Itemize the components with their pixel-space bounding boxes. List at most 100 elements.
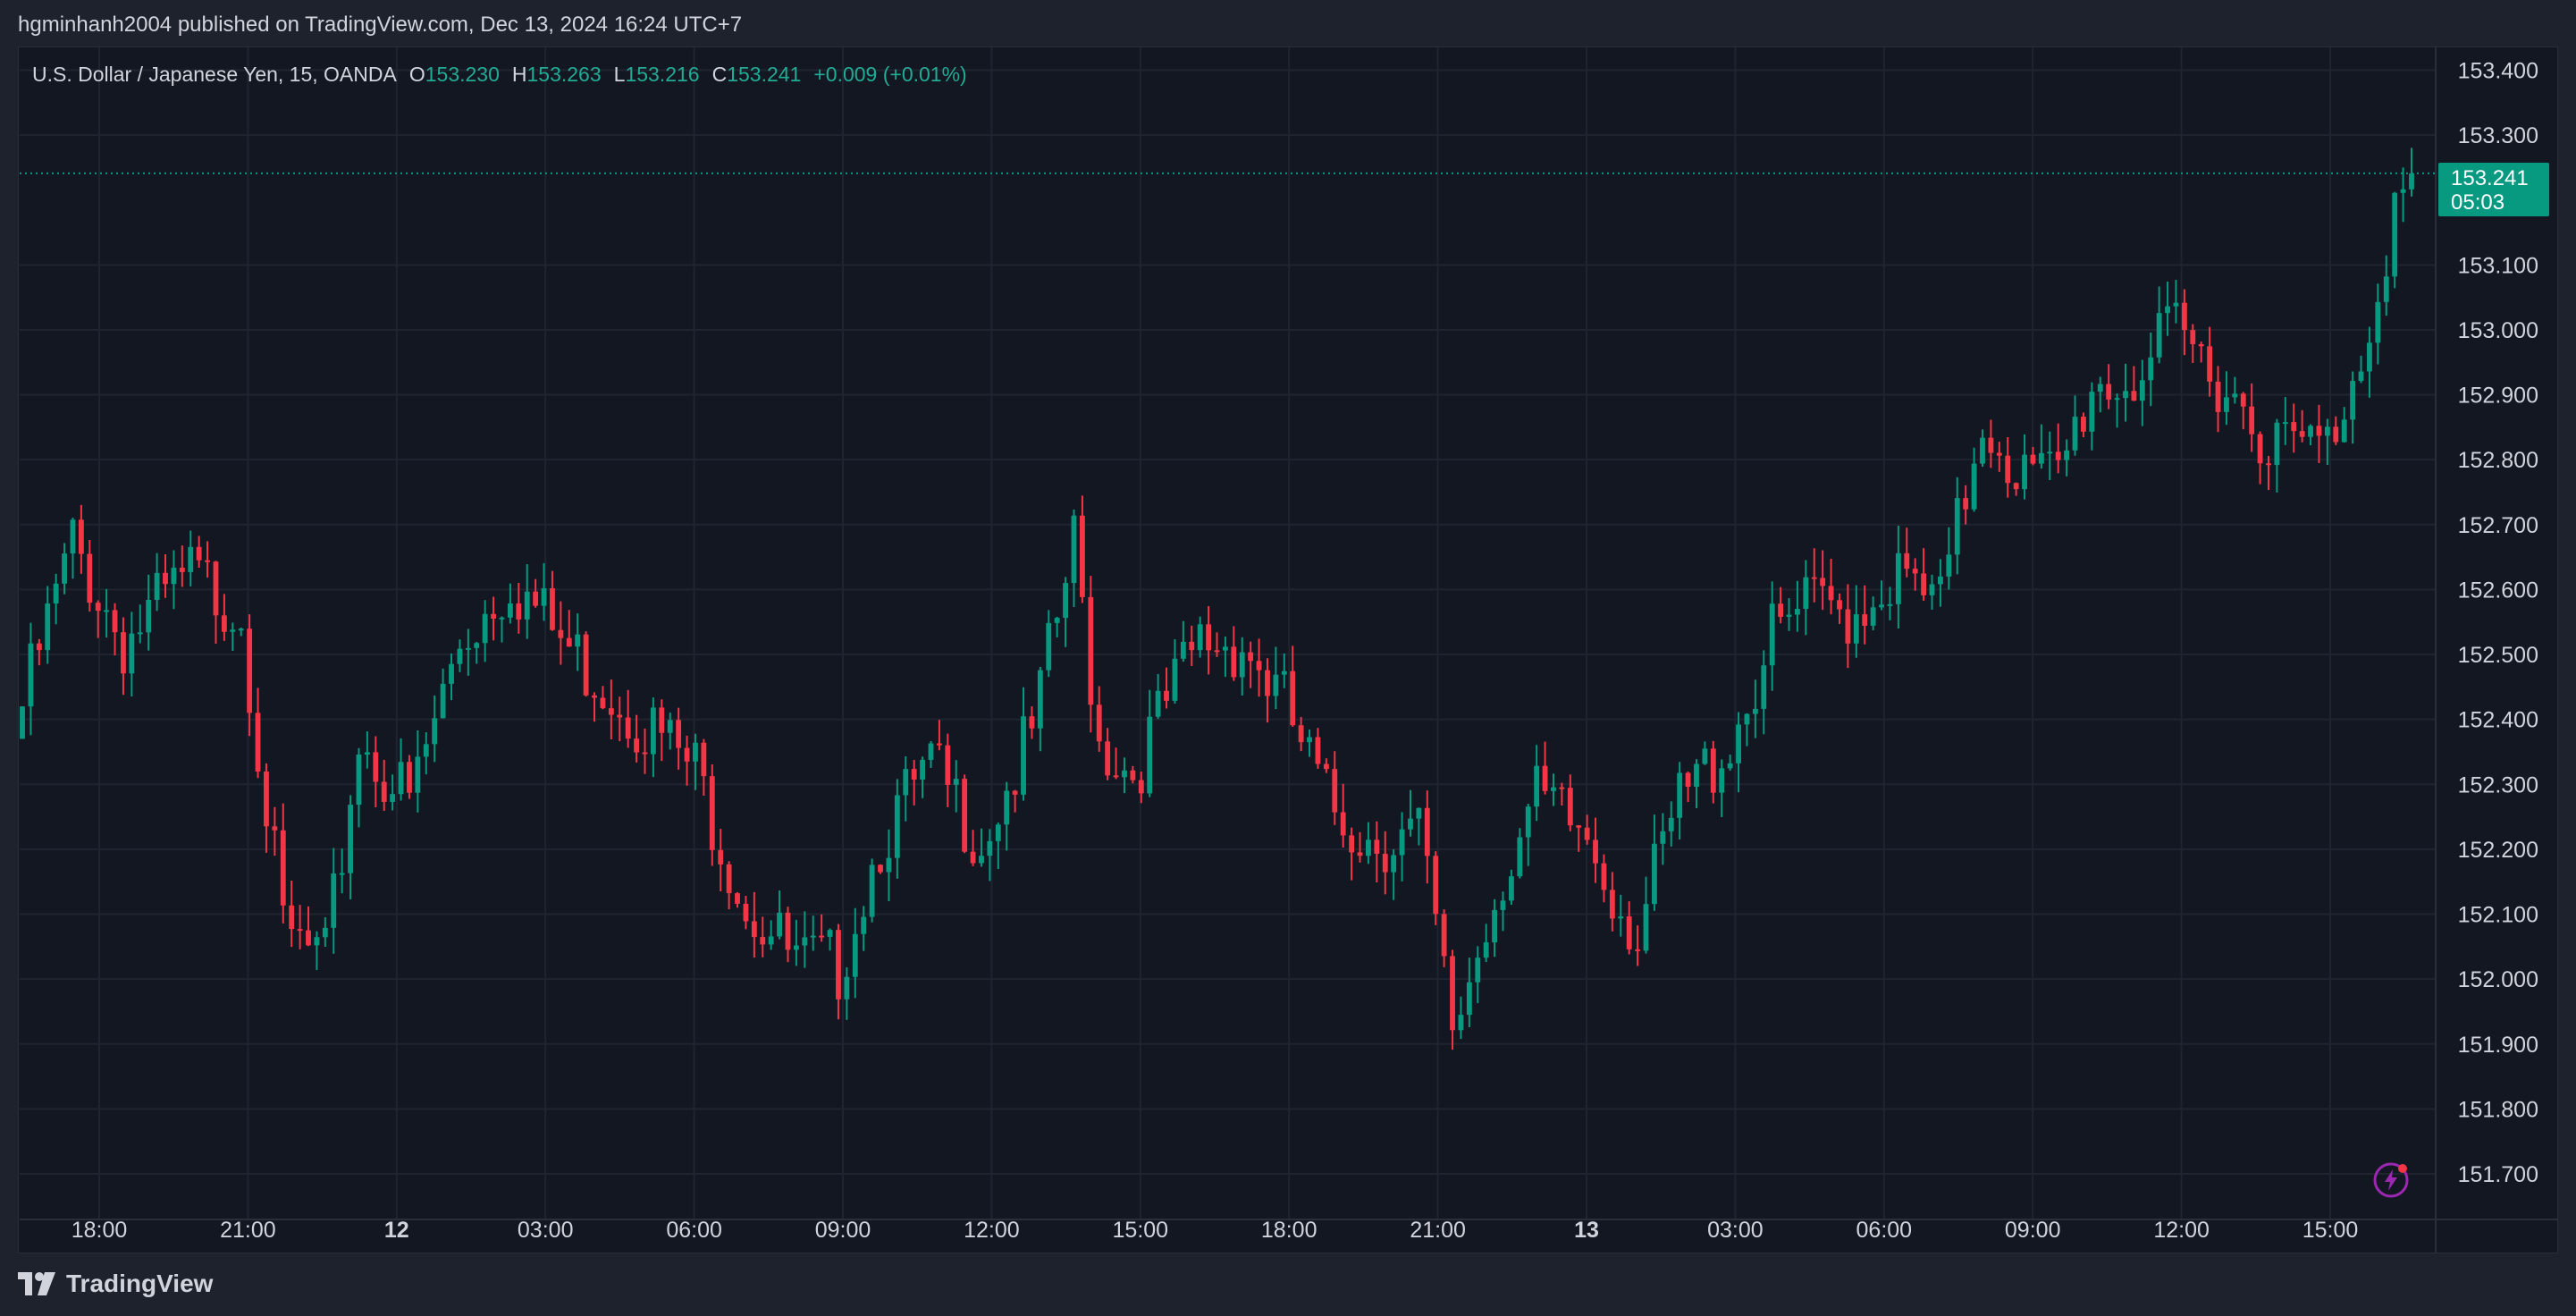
candle-body[interactable] (2308, 426, 2313, 437)
candle-body[interactable] (62, 553, 67, 584)
candle-body[interactable] (1727, 763, 1733, 769)
candle-body[interactable] (1895, 553, 1901, 604)
candle-body[interactable] (507, 603, 513, 618)
candle-body[interactable] (1197, 624, 1203, 651)
candle-body[interactable] (1786, 614, 1792, 617)
candle-body[interactable] (146, 600, 152, 633)
candle-body[interactable] (1660, 831, 1666, 844)
candle-body[interactable] (810, 935, 816, 938)
candle-body[interactable] (1315, 737, 1321, 764)
candle-body[interactable] (1298, 725, 1304, 743)
candle-body[interactable] (1332, 769, 1338, 813)
candle-body[interactable] (104, 610, 110, 612)
candle-body[interactable] (600, 697, 606, 709)
candle-body[interactable] (2257, 434, 2263, 464)
candle-body[interactable] (751, 921, 757, 938)
candle-body[interactable] (491, 613, 496, 619)
candle-body[interactable] (827, 930, 833, 937)
candle-body[interactable] (709, 776, 715, 850)
candle-body[interactable] (1214, 650, 1220, 653)
candle-body[interactable] (1778, 603, 1784, 617)
candle-body[interactable] (1551, 787, 1556, 791)
candle-body[interactable] (2114, 398, 2120, 401)
candle-body[interactable] (1054, 618, 1060, 623)
candle-body[interactable] (676, 720, 682, 748)
candle-body[interactable] (154, 572, 160, 601)
candle-body[interactable] (1710, 748, 1716, 793)
candle-body[interactable] (1694, 763, 1699, 788)
tradingview-logo[interactable]: TradingView (18, 1270, 213, 1298)
candle-body[interactable] (878, 865, 883, 873)
candle-body[interactable] (785, 912, 791, 950)
candle-body[interactable] (465, 647, 471, 650)
candle-body[interactable] (70, 519, 76, 554)
candle-body[interactable] (819, 935, 825, 938)
candle-body[interactable] (1736, 724, 1741, 763)
candle-body[interactable] (642, 752, 648, 755)
candle-body[interactable] (1180, 641, 1186, 659)
candle-body[interactable] (2333, 426, 2339, 443)
candle-body[interactable] (2123, 391, 2128, 399)
candle-body[interactable] (390, 794, 396, 802)
candle-body[interactable] (2156, 313, 2162, 358)
candle-body[interactable] (1172, 658, 1178, 701)
candle-body[interactable] (1155, 690, 1161, 717)
candle-body[interactable] (499, 617, 505, 620)
candle-body[interactable] (1450, 956, 1455, 1031)
candle-body[interactable] (1517, 837, 1523, 877)
candle-body[interactable] (1357, 852, 1363, 856)
chart-pane[interactable] (18, 46, 2558, 1253)
candle-body[interactable] (213, 561, 219, 616)
candle-body[interactable] (432, 718, 438, 745)
candle-body[interactable] (1281, 671, 1287, 675)
candle-body[interactable] (221, 615, 227, 632)
candle-body[interactable] (1677, 772, 1683, 818)
candle-body[interactable] (894, 795, 900, 858)
candle-body[interactable] (987, 840, 993, 856)
candle-body[interactable] (1323, 763, 1329, 770)
candle-body[interactable] (1088, 596, 1094, 705)
candle-body[interactable] (2383, 276, 2389, 302)
candle-body[interactable] (1954, 498, 1960, 555)
candle-body[interactable] (777, 912, 782, 937)
candle-body[interactable] (1946, 554, 1952, 577)
candle-body[interactable] (1004, 790, 1010, 825)
candle-body[interactable] (2324, 426, 2330, 436)
candle-body[interactable] (558, 629, 564, 638)
candle-body[interactable] (2274, 422, 2280, 466)
candle-body[interactable] (1391, 855, 1397, 873)
candle-body[interactable] (179, 567, 185, 572)
candle-body[interactable] (2224, 397, 2229, 412)
candle-body[interactable] (1525, 806, 1531, 838)
candle-body[interactable] (331, 873, 337, 928)
candle-body[interactable] (1416, 807, 1422, 819)
candle-body[interactable] (617, 714, 623, 718)
candle-body[interactable] (533, 591, 539, 606)
candle-body[interactable] (1761, 665, 1767, 709)
candle-body[interactable] (373, 752, 379, 782)
candle-body[interactable] (1256, 661, 1262, 671)
candle-body[interactable] (2089, 392, 2095, 432)
candle-body[interactable] (693, 742, 698, 762)
candle-body[interactable] (1744, 713, 1750, 725)
candle-body[interactable] (230, 629, 236, 632)
candle-body[interactable] (2400, 189, 2406, 193)
candle-body[interactable] (1904, 553, 1910, 569)
candle-body[interactable] (1130, 770, 1136, 780)
candle-body[interactable] (2055, 451, 2061, 460)
candle-body[interactable] (1879, 604, 1884, 608)
candle-body[interactable] (1567, 788, 1573, 826)
candle-body[interactable] (1929, 584, 1935, 595)
candle-body[interactable] (112, 610, 118, 633)
candle-body[interactable] (1466, 982, 1472, 1016)
candle-body[interactable] (348, 805, 353, 873)
candle-body[interactable] (1071, 515, 1077, 584)
candle-body[interactable] (1635, 949, 1641, 951)
candle-body[interactable] (903, 769, 909, 796)
candle-body[interactable] (449, 663, 454, 684)
candle-body[interactable] (928, 743, 934, 760)
candle-body[interactable] (95, 603, 101, 612)
candle-body[interactable] (1702, 748, 1708, 764)
candle-body[interactable] (1509, 876, 1514, 901)
candle-body[interactable] (1576, 825, 1582, 828)
